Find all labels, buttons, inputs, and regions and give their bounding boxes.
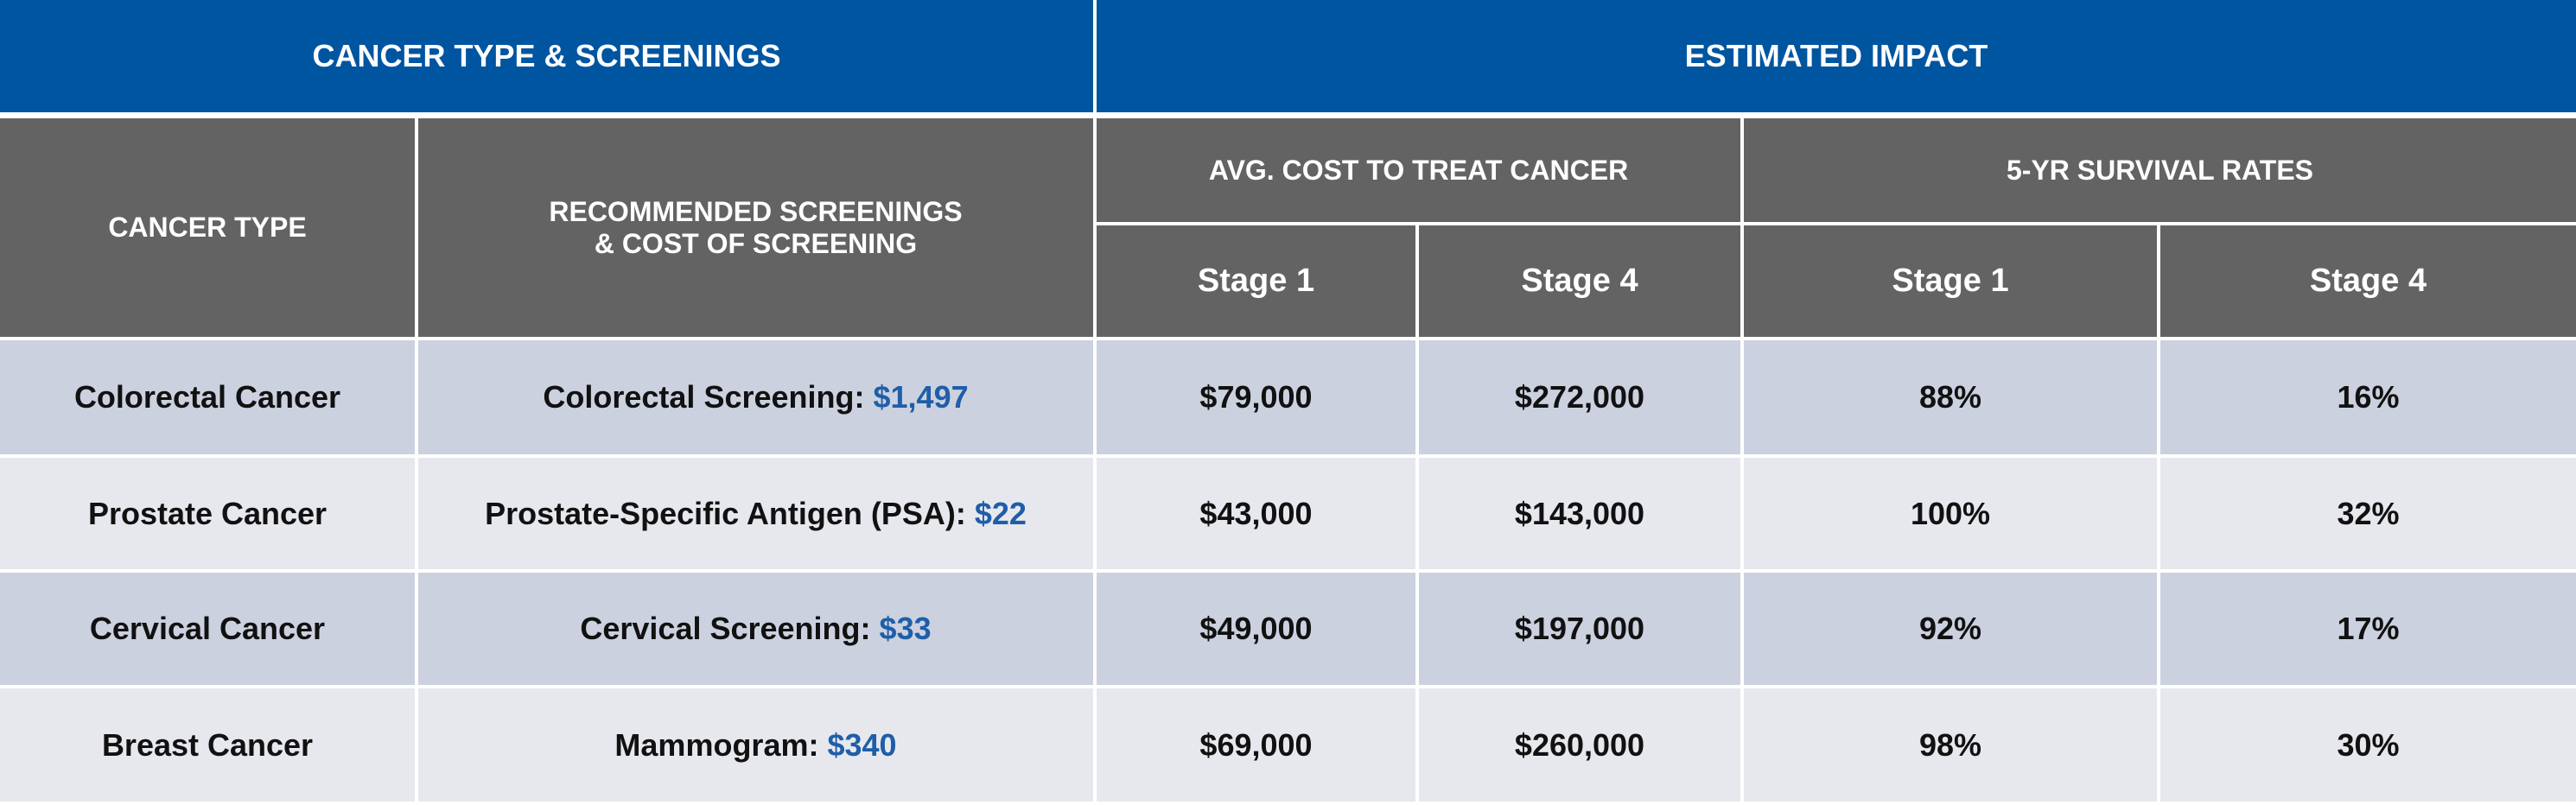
column-header-text: 5-YR SURVIVAL RATES: [2006, 154, 2314, 186]
survival-rate-cell: 32%: [2160, 458, 2576, 569]
column-header-text: & COST OF SCREENING: [594, 227, 918, 259]
treatment-cost-cell: $143,000: [1419, 458, 1740, 569]
treatment-cost: $272,000: [1514, 379, 1645, 415]
survival-rate-cell: 17%: [2160, 573, 2576, 685]
treatment-cost: $197,000: [1514, 611, 1645, 646]
survival-rate: 98%: [1918, 726, 1982, 763]
screening-line: Mammogram: $340: [614, 727, 896, 764]
cancer-type: Cervical Cancer: [89, 611, 326, 646]
column-header: 5-YR SURVIVAL RATES: [1744, 118, 2576, 222]
survival-rate-cell: 100%: [1744, 458, 2157, 569]
stage-header: Stage 1: [1744, 225, 2157, 337]
survival-rate-cell: 88%: [1744, 340, 2157, 454]
treatment-cost: $69,000: [1199, 726, 1313, 763]
screening-line: Prostate-Specific Antigen (PSA): $22: [485, 496, 1027, 532]
treatment-cost: $79,000: [1199, 379, 1313, 415]
cancer-type: Prostate Cancer: [87, 495, 328, 531]
screening-cell: Mammogram: $340: [418, 688, 1093, 802]
group-header-text: CANCER TYPE & SCREENINGS: [312, 38, 781, 73]
screening-name: Mammogram:: [614, 726, 819, 763]
column-header: RECOMMENDED SCREENINGS & COST OF SCREENI…: [418, 118, 1093, 337]
survival-rate: 100%: [1910, 495, 1991, 531]
treatment-cost-cell: $272,000: [1419, 340, 1740, 454]
survival-rate: 17%: [2337, 611, 2400, 646]
group-header-text: ESTIMATED IMPACT: [1684, 38, 1988, 73]
survival-rate: 32%: [2337, 495, 2400, 531]
treatment-cost: $43,000: [1199, 495, 1313, 531]
stage-header-text: Stage 4: [2309, 263, 2427, 299]
column-header-text: RECOMMENDED SCREENINGS: [549, 195, 963, 227]
group-header: ESTIMATED IMPACT: [1097, 0, 2576, 112]
screening-line: Colorectal Screening: $1,497: [543, 379, 968, 415]
stage-header: Stage 4: [1419, 225, 1740, 337]
screening-line: Cervical Screening: $33: [580, 611, 931, 647]
treatment-cost-cell: $79,000: [1097, 340, 1415, 454]
survival-rate: 92%: [1918, 611, 1982, 646]
cancer-type-cell: Colorectal Cancer: [0, 340, 415, 454]
stage-header: Stage 4: [2160, 225, 2576, 337]
screening-cost: $33: [879, 611, 932, 646]
treatment-cost-cell: $197,000: [1419, 573, 1740, 685]
screening-cell: Cervical Screening: $33: [418, 573, 1093, 685]
screening-cell: Colorectal Screening: $1,497: [418, 340, 1093, 454]
column-header-text: AVG. COST TO TREAT CANCER: [1208, 154, 1629, 186]
treatment-cost-cell: $43,000: [1097, 458, 1415, 569]
survival-rate-cell: 16%: [2160, 340, 2576, 454]
cancer-type-cell: Breast Cancer: [0, 688, 415, 802]
screening-cost: $22: [974, 495, 1027, 531]
cancer-type: Colorectal Cancer: [73, 379, 341, 415]
column-header: CANCER TYPE: [0, 118, 415, 337]
treatment-cost-cell: $49,000: [1097, 573, 1415, 685]
survival-rate-cell: 30%: [2160, 688, 2576, 802]
screening-cost: $340: [827, 726, 897, 763]
column-header-text: CANCER TYPE: [108, 212, 307, 243]
survival-rate: 88%: [1918, 379, 1982, 415]
survival-rate-cell: 92%: [1744, 573, 2157, 685]
cancer-type: Breast Cancer: [101, 726, 314, 763]
survival-rate-cell: 98%: [1744, 688, 2157, 802]
screening-name: Cervical Screening:: [580, 611, 871, 646]
treatment-cost: $49,000: [1199, 611, 1313, 646]
treatment-cost: $143,000: [1514, 495, 1645, 531]
column-header: AVG. COST TO TREAT CANCER: [1097, 118, 1740, 222]
cancer-type-cell: Cervical Cancer: [0, 573, 415, 685]
treatment-cost: $260,000: [1514, 726, 1645, 763]
screening-cost: $1,497: [873, 379, 969, 415]
treatment-cost-cell: $260,000: [1419, 688, 1740, 802]
cancer-type-cell: Prostate Cancer: [0, 458, 415, 569]
screening-name: Prostate-Specific Antigen (PSA):: [485, 495, 966, 531]
screening-name: Colorectal Screening:: [543, 379, 865, 415]
survival-rate: 30%: [2337, 726, 2400, 763]
stage-header-text: Stage 1: [1197, 263, 1315, 299]
survival-rate: 16%: [2337, 379, 2400, 415]
stage-header-text: Stage 1: [1892, 263, 2009, 299]
stage-header-text: Stage 4: [1521, 263, 1638, 299]
group-header: CANCER TYPE & SCREENINGS: [0, 0, 1093, 112]
stage-header: Stage 1: [1097, 225, 1415, 337]
treatment-cost-cell: $69,000: [1097, 688, 1415, 802]
screening-cell: Prostate-Specific Antigen (PSA): $22: [418, 458, 1093, 569]
